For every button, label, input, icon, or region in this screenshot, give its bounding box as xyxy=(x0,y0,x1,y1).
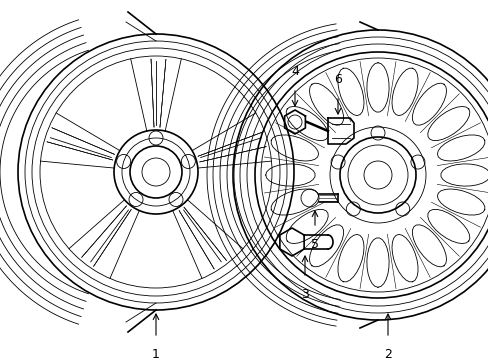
Text: 1: 1 xyxy=(152,348,160,360)
Text: 2: 2 xyxy=(383,348,391,360)
Text: 3: 3 xyxy=(301,288,308,301)
Text: 4: 4 xyxy=(290,65,298,78)
Text: 5: 5 xyxy=(310,238,318,251)
Text: 6: 6 xyxy=(333,73,341,86)
